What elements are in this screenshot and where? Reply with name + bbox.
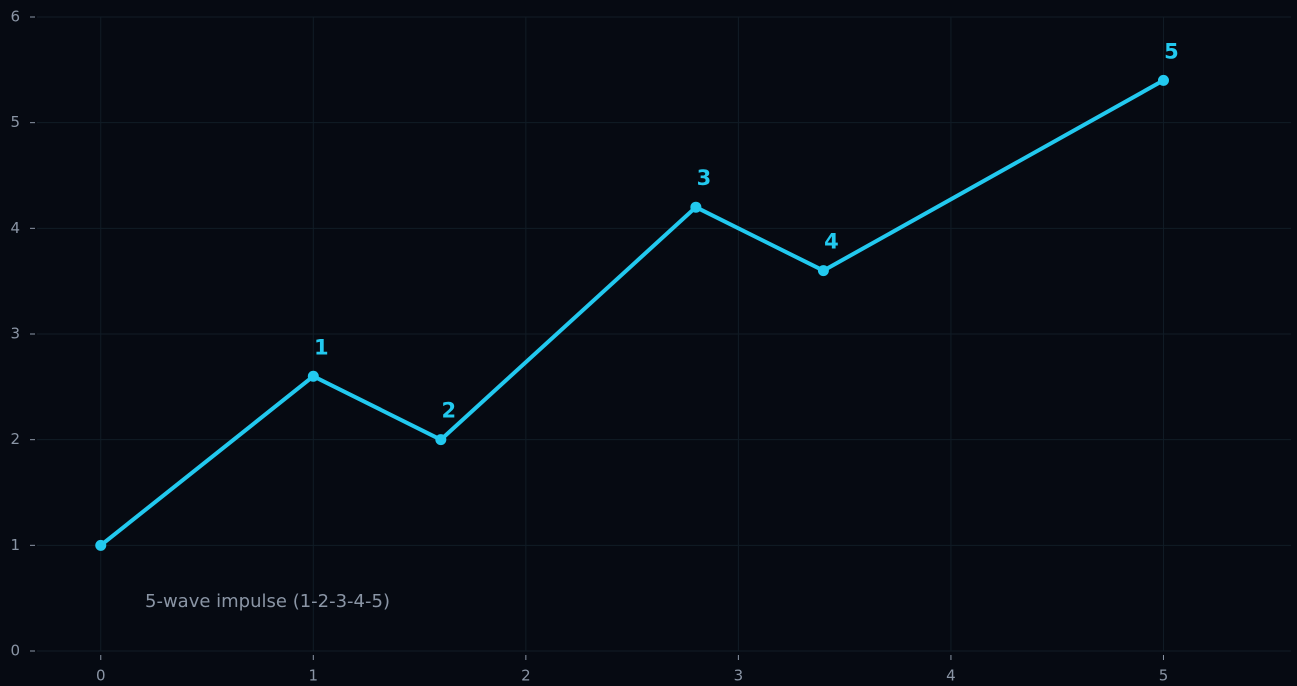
y-tick-label: 5 <box>10 113 20 131</box>
x-tick-label: 3 <box>734 667 744 685</box>
y-tick-label: 0 <box>10 642 20 660</box>
y-tick-label: 6 <box>10 8 20 26</box>
y-tick-label: 3 <box>10 325 20 343</box>
x-tick-label: 4 <box>946 667 956 685</box>
note: 5-wave impulse (1-2-3-4-5) <box>145 591 390 612</box>
wave-label: 2 <box>442 399 457 423</box>
line <box>99 78 1165 547</box>
wave-label: 5 <box>1164 39 1179 63</box>
x-tick-label: 0 <box>96 667 106 685</box>
y-tick-label: 1 <box>10 536 20 554</box>
x-tick-label: 5 <box>1159 667 1169 685</box>
y-tick-label: 4 <box>10 219 20 237</box>
point <box>817 265 829 277</box>
point <box>690 201 702 213</box>
point <box>435 434 447 446</box>
wave-label: 1 <box>314 335 329 359</box>
point <box>307 370 319 382</box>
wave-label: 4 <box>824 230 839 254</box>
x-tick-label: 1 <box>309 667 319 685</box>
y-tick-label: 2 <box>10 430 20 448</box>
point <box>1157 74 1169 86</box>
x-tick-label: 2 <box>521 667 531 685</box>
point <box>95 539 107 551</box>
wave-label: 3 <box>697 166 712 190</box>
